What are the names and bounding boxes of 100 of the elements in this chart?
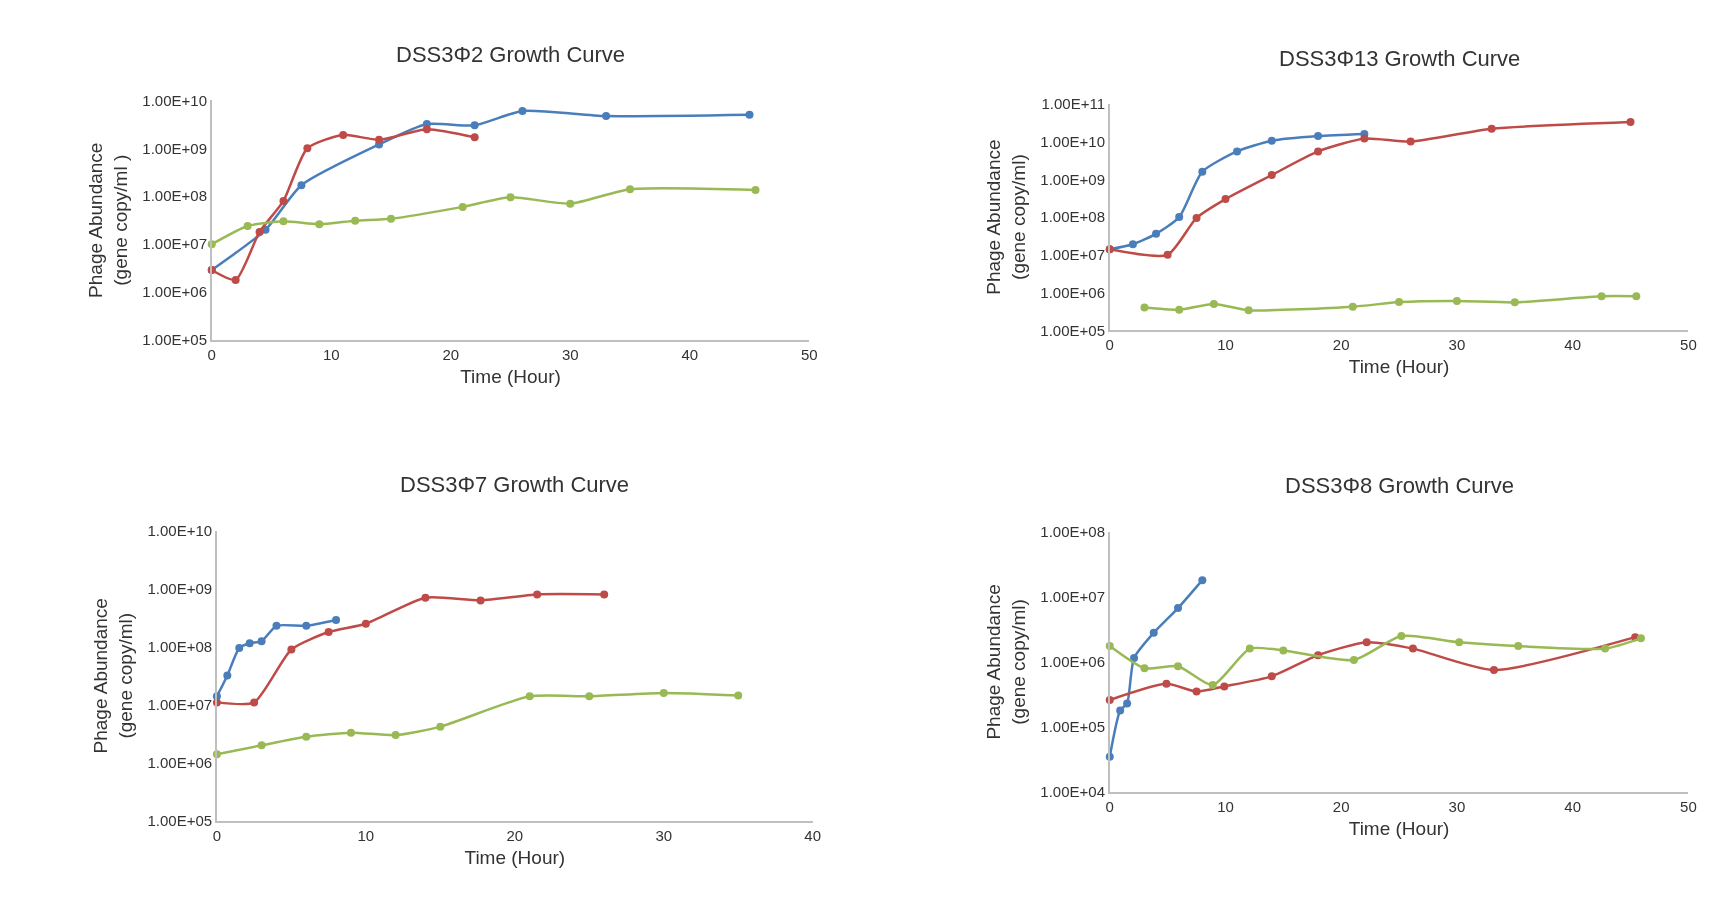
y-tick-label: 1.00E+05 xyxy=(147,812,213,830)
point xyxy=(250,698,259,707)
point xyxy=(1233,147,1242,156)
x-tick-label: 40 xyxy=(1564,336,1581,354)
point xyxy=(1116,706,1125,715)
point xyxy=(1452,296,1461,305)
y-tick-label: 1.00E+09 xyxy=(1040,170,1105,188)
y-axis-title: Phage Abundance (gene copy/ml) xyxy=(982,584,1029,740)
point xyxy=(1395,298,1404,307)
point xyxy=(245,639,254,648)
y-tick-label: 1.00E+05 xyxy=(1040,718,1105,736)
y-tick-label: 1.00E+07 xyxy=(1040,588,1105,606)
point xyxy=(1601,644,1610,653)
point xyxy=(1198,576,1207,585)
point xyxy=(1162,679,1171,688)
point xyxy=(231,275,240,284)
y-axis-title: Phage Abundance (gene copy/ml ) xyxy=(85,142,131,298)
point xyxy=(1360,134,1369,143)
y-tick-label: 1.00E+10 xyxy=(1040,132,1105,150)
y-axis-title: Phage Abundance (gene copy/ml) xyxy=(982,139,1029,295)
point xyxy=(1163,250,1172,259)
chart-title: DSS3Φ13 Growth Curve xyxy=(1279,46,1521,71)
point xyxy=(626,185,635,194)
y-tick-label: 1.00E+09 xyxy=(147,580,213,598)
point xyxy=(324,627,333,636)
point xyxy=(1349,655,1358,664)
y-tick-label: 1.00E+05 xyxy=(142,331,208,349)
point xyxy=(525,692,534,701)
point xyxy=(1267,171,1276,180)
point xyxy=(1408,644,1417,653)
point xyxy=(1192,687,1201,696)
point xyxy=(1209,299,1218,308)
point xyxy=(1152,229,1161,238)
point xyxy=(287,645,296,654)
point xyxy=(1632,292,1641,301)
x-axis-title: Time (Hour) xyxy=(464,846,566,868)
x-tick-label: 10 xyxy=(1217,797,1234,815)
point xyxy=(1397,631,1406,640)
x-tick-label: 0 xyxy=(1105,797,1114,815)
point xyxy=(421,593,430,602)
x-tick-label: 50 xyxy=(800,345,818,363)
point xyxy=(1489,666,1498,675)
point xyxy=(339,130,348,139)
point xyxy=(302,732,311,741)
x-tick-label: 30 xyxy=(561,345,579,363)
chart-title: DSS3Φ7 Growth Curve xyxy=(400,472,630,497)
point xyxy=(297,181,306,190)
y-tick-label: 1.00E+07 xyxy=(1040,246,1105,264)
point xyxy=(470,133,479,142)
point xyxy=(1174,662,1183,671)
y-tick-label: 1.00E+08 xyxy=(1040,522,1105,540)
point xyxy=(351,216,360,225)
point xyxy=(566,199,575,208)
point xyxy=(1348,302,1357,311)
y-tick-label: 1.00E+06 xyxy=(1040,283,1105,301)
x-tick-label: 20 xyxy=(1332,797,1350,815)
point xyxy=(1221,195,1230,204)
point xyxy=(1192,213,1201,222)
point xyxy=(1128,240,1137,249)
x-axis-title: Time (Hour) xyxy=(460,366,561,388)
x-axis-title: Time (Hour) xyxy=(1348,356,1450,378)
point xyxy=(223,671,232,680)
point xyxy=(346,728,355,737)
point xyxy=(255,227,264,236)
point xyxy=(1597,292,1606,301)
point xyxy=(303,144,312,153)
y-tick-label: 1.00E+11 xyxy=(1041,95,1105,113)
point xyxy=(332,615,341,624)
x-tick-label: 0 xyxy=(1105,336,1114,354)
y-tick-label: 1.00E+08 xyxy=(1040,208,1105,226)
point xyxy=(602,112,611,121)
x-tick-label: 20 xyxy=(1332,336,1350,354)
point xyxy=(1487,124,1496,133)
point xyxy=(458,202,467,211)
point xyxy=(659,688,668,697)
point xyxy=(1314,147,1323,156)
point xyxy=(1220,682,1229,691)
point xyxy=(751,185,760,194)
point xyxy=(1626,118,1635,127)
x-tick-label: 40 xyxy=(804,826,822,844)
point xyxy=(279,196,288,205)
point xyxy=(235,644,244,653)
y-tick-label: 1.00E+08 xyxy=(142,187,208,205)
point xyxy=(518,106,527,115)
chart-title: DSS3Φ8 Growth Curve xyxy=(1285,473,1515,498)
chart-title: DSS3Φ2 Growth Curve xyxy=(396,42,626,67)
point xyxy=(1514,642,1523,651)
point xyxy=(506,193,515,202)
y-tick-label: 1.00E+09 xyxy=(142,139,208,157)
point xyxy=(272,621,281,630)
x-tick-label: 0 xyxy=(212,826,222,844)
point xyxy=(387,214,396,223)
x-tick-label: 40 xyxy=(1564,797,1581,815)
x-tick-label: 30 xyxy=(1448,797,1466,815)
point xyxy=(1362,638,1371,647)
point xyxy=(1244,306,1253,315)
point xyxy=(1636,634,1645,643)
point xyxy=(1406,137,1415,146)
point xyxy=(361,619,370,628)
point xyxy=(391,731,400,740)
